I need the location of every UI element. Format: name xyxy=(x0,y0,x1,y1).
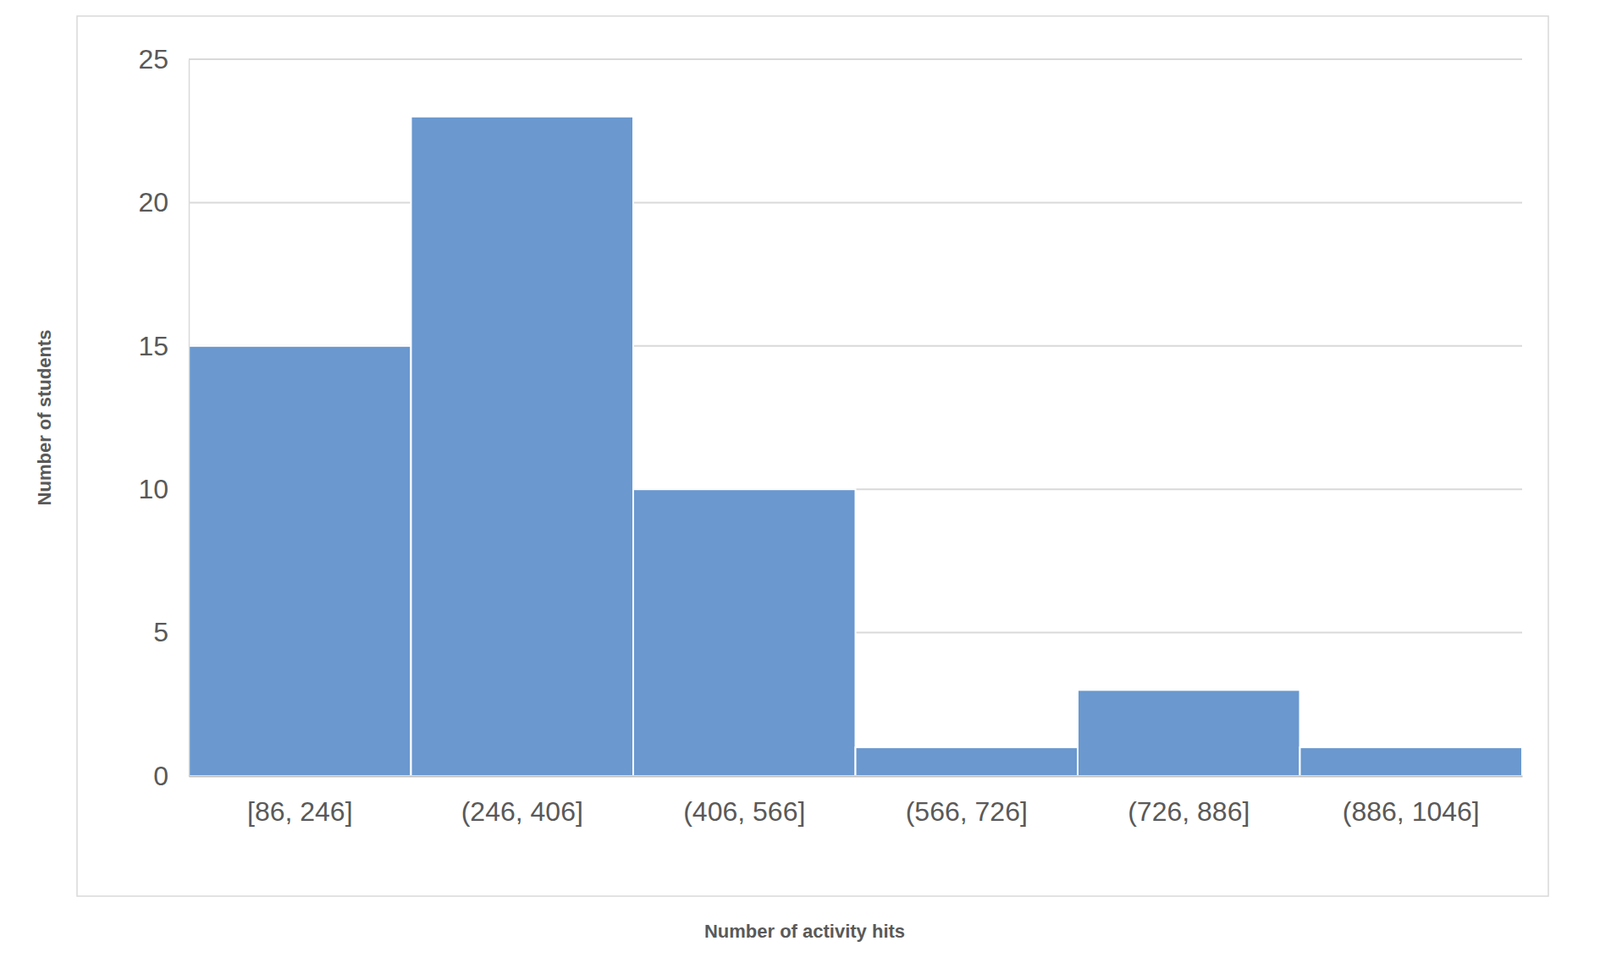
x-tick-label: (566, 726] xyxy=(905,796,1028,828)
x-tick-label: (886, 1046] xyxy=(1342,796,1480,828)
y-tick: 20 xyxy=(137,187,189,218)
x-axis-title: Number of activity hits xyxy=(704,921,905,943)
x-axis: [86, 246] (246, 406] (406, 566] (566, 726] (… xyxy=(189,776,1523,828)
grid xyxy=(188,59,1523,777)
chart: 0 5 10 15 20 25 [86, 246] (246, 406] (406, 566] (… xyxy=(0,0,1600,963)
x-tick: (566, 726] xyxy=(905,776,1028,828)
y-axis-line xyxy=(188,60,191,778)
x-tick: [86, 246] xyxy=(247,776,354,828)
bar xyxy=(855,747,1079,777)
y-tick-label: 20 xyxy=(137,187,169,218)
chart-frame xyxy=(77,16,1549,897)
y-tick: 10 xyxy=(137,474,189,505)
grid-line xyxy=(188,201,1523,204)
y-tick: 5 xyxy=(153,617,189,648)
y-tick-label: 10 xyxy=(137,474,169,505)
y-tick-label: 5 xyxy=(153,617,169,648)
bar xyxy=(1077,689,1301,777)
y-tick-label: 25 xyxy=(137,44,169,75)
x-tick-label: [86, 246] xyxy=(247,796,354,828)
bar xyxy=(633,489,856,777)
bar xyxy=(188,346,412,777)
bars xyxy=(188,116,1523,777)
x-tick-label: (246, 406] xyxy=(461,796,584,828)
plot: 0 5 10 15 20 25 [86, 246] (246, 406] (406, 566] (… xyxy=(137,44,1523,828)
y-tick: 25 xyxy=(137,44,189,75)
x-tick: (726, 886] xyxy=(1127,776,1250,828)
y-tick: 15 xyxy=(137,331,189,362)
bar xyxy=(411,116,635,777)
x-tick: (406, 566] xyxy=(683,776,806,828)
grid-line xyxy=(188,58,1523,61)
y-axis-title: Number of students xyxy=(33,330,56,507)
bar xyxy=(1300,747,1523,777)
x-tick: (246, 406] xyxy=(461,776,584,828)
y-axis: 0 5 10 15 20 25 xyxy=(137,44,189,792)
y-tick-label: 0 xyxy=(153,761,169,792)
x-tick: (886, 1046] xyxy=(1342,776,1480,828)
x-axis-line xyxy=(189,776,1523,778)
y-tick-label: 15 xyxy=(137,331,169,362)
x-tick-label: (406, 566] xyxy=(683,796,806,828)
y-tick: 0 xyxy=(153,761,189,792)
x-tick-label: (726, 886] xyxy=(1127,796,1250,828)
